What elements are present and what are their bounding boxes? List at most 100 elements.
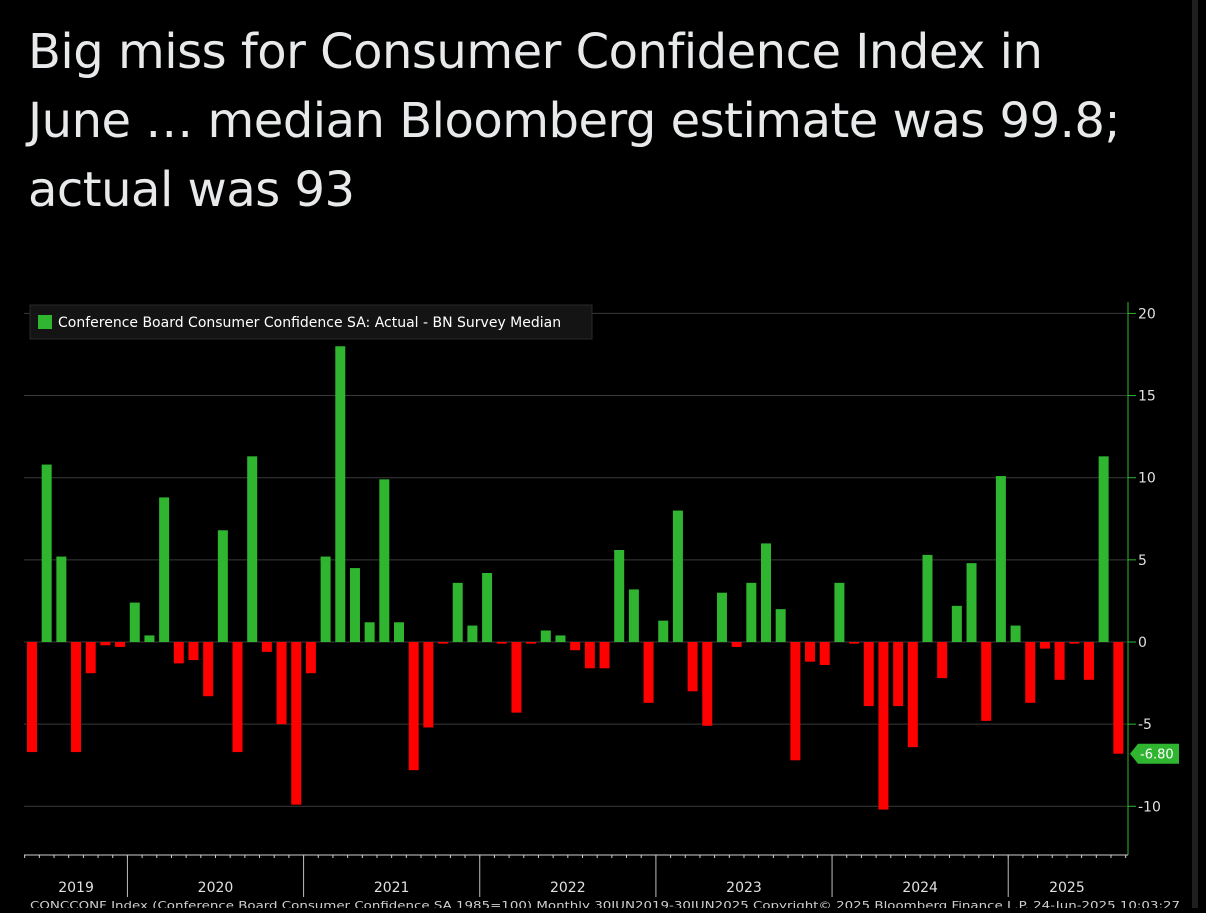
bar	[819, 642, 830, 666]
bar	[217, 530, 228, 642]
bar	[27, 642, 37, 753]
bar	[364, 622, 375, 642]
bar-chart: 20 15 10 5 0 -5 -10 2019 2020 2021 2022 2023 2024 20…	[0, 295, 1190, 912]
x-year-label: 2024	[902, 880, 938, 896]
bar	[599, 642, 610, 669]
bar	[981, 642, 992, 721]
bar	[1069, 642, 1080, 644]
bar	[173, 642, 184, 664]
last-value-box	[1130, 743, 1179, 764]
bar	[379, 479, 390, 642]
bar	[408, 642, 419, 771]
bar	[203, 642, 214, 697]
x-year-label: 2023	[726, 880, 762, 896]
bar	[687, 642, 698, 692]
bar	[672, 510, 683, 642]
y-tick-label: 20	[1138, 306, 1156, 322]
bar	[702, 642, 713, 726]
bar	[115, 642, 126, 647]
legend-label: Conference Board Consumer Confidence SA:…	[58, 315, 561, 331]
x-year-label: 2021	[374, 880, 410, 896]
bar	[907, 642, 918, 748]
bar	[731, 642, 742, 647]
bar	[614, 549, 625, 642]
bar	[966, 563, 977, 642]
bar	[761, 543, 771, 642]
bar	[790, 642, 801, 761]
bar	[555, 635, 566, 642]
bar	[452, 582, 463, 642]
y-tick-label: -10	[1138, 799, 1161, 815]
bar	[746, 582, 757, 642]
bar	[526, 642, 537, 644]
footer-text: CONCCONF Index (Conference Board Consume…	[30, 899, 1180, 908]
last-value-tag: -6.80	[1130, 743, 1179, 764]
bar	[951, 605, 962, 642]
bar	[878, 642, 889, 810]
bar	[482, 572, 493, 642]
bar	[995, 476, 1006, 642]
bar	[511, 642, 522, 713]
bar	[922, 554, 933, 642]
x-year-label: 2019	[58, 880, 94, 896]
bar	[1098, 456, 1109, 642]
bar	[349, 568, 360, 642]
bar	[540, 630, 551, 642]
x-axis: 2019 2020 2021 2022 2023 2024 2025	[24, 854, 1128, 897]
bar	[276, 642, 287, 725]
bar	[1054, 642, 1065, 680]
x-year-label: 2025	[1049, 880, 1085, 896]
bar	[584, 642, 595, 669]
bar	[247, 456, 258, 642]
bars	[27, 346, 1124, 810]
bar	[716, 592, 727, 642]
legend-box	[29, 304, 593, 340]
bar	[628, 589, 639, 642]
y-tick-label: 15	[1138, 389, 1156, 405]
bar	[893, 642, 904, 707]
bar	[1025, 642, 1036, 703]
x-year-label: 2020	[198, 880, 234, 896]
bar	[394, 622, 404, 642]
x-year-label: 2022	[550, 880, 586, 896]
scrollbar-rail[interactable]	[1192, 0, 1198, 908]
chart-background	[0, 295, 1190, 908]
bar	[775, 609, 786, 642]
bar	[1083, 642, 1094, 680]
bar	[805, 642, 816, 662]
bar	[232, 642, 243, 753]
bar	[188, 642, 199, 661]
bar	[100, 642, 111, 646]
bar	[643, 642, 654, 703]
bar	[129, 602, 140, 642]
bar	[467, 625, 478, 642]
bar	[335, 346, 346, 642]
post-text: Big miss for Consumer Confidence Index i…	[28, 24, 1121, 218]
bar	[85, 642, 96, 674]
bar	[305, 642, 316, 674]
y-tick-label: 10	[1138, 471, 1156, 487]
bar	[937, 642, 948, 679]
bar	[1113, 642, 1124, 754]
bar	[1010, 625, 1021, 642]
y-tick-label: -5	[1138, 717, 1152, 733]
bar	[71, 642, 82, 753]
bar	[1039, 642, 1050, 649]
bar	[144, 635, 155, 642]
bar	[438, 642, 449, 644]
bar	[849, 642, 860, 644]
legend: Conference Board Consumer Confidence SA:…	[29, 304, 593, 340]
bar	[41, 464, 52, 642]
bar	[496, 642, 507, 644]
bar	[834, 582, 845, 642]
bar	[658, 620, 669, 642]
y-tick-label: 0	[1138, 635, 1147, 651]
bar	[320, 556, 331, 642]
bar	[56, 556, 67, 642]
bar	[423, 642, 434, 728]
bar	[159, 497, 170, 642]
legend-swatch	[38, 315, 52, 329]
bar	[570, 642, 581, 651]
bar	[291, 642, 302, 805]
